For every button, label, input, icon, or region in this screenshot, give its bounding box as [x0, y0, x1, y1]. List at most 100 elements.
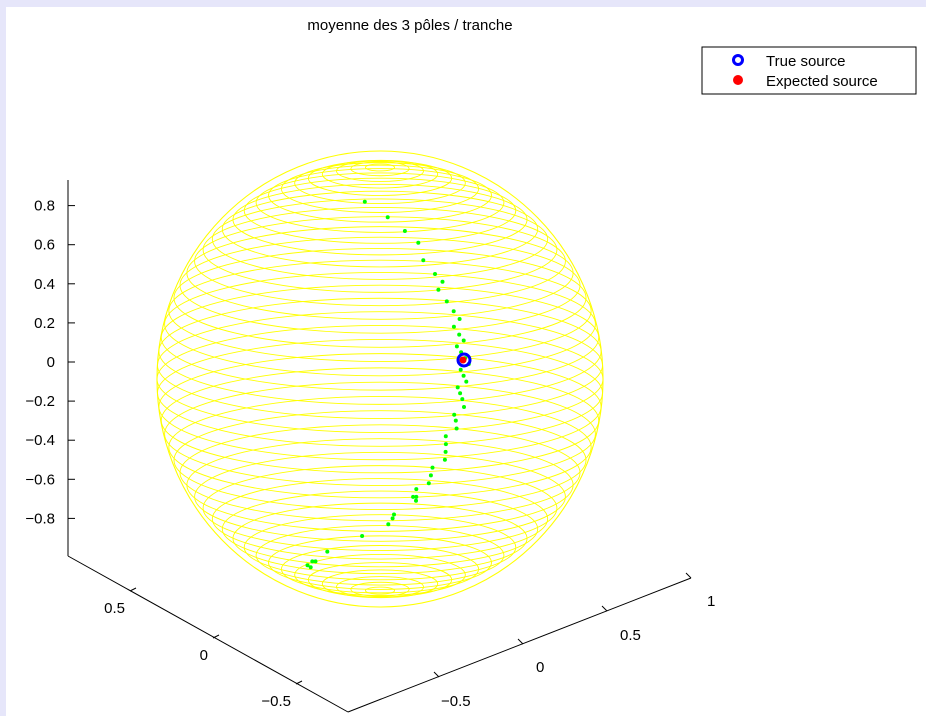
- legend-expected-source-label: Expected source: [766, 73, 878, 90]
- axes: [67, 180, 692, 713]
- trajectory-point: [457, 317, 462, 321]
- sphere-latitude-line: [243, 177, 517, 244]
- legend: True source Expected source: [701, 46, 917, 95]
- trajectory-point: [325, 549, 330, 554]
- sphere-latitude-line: [168, 259, 592, 362]
- sphere-latitude-line: [350, 581, 410, 597]
- sphere-latitude-line: [364, 586, 396, 595]
- trajectory-point: [452, 412, 457, 417]
- trajectory-point: [453, 418, 458, 423]
- trajectory-point: [444, 299, 449, 304]
- left-tick-label: 0: [200, 647, 208, 664]
- sphere-latitude-line: [160, 367, 600, 474]
- sphere-latitude-line: [364, 163, 396, 172]
- z-axis-ticks: 0.8 0.6 0.4 0.2 0 −0.2 −0.4 −0.6 −0.8: [25, 198, 75, 527]
- trajectory-point: [414, 498, 418, 503]
- trajectory-point: [411, 494, 416, 499]
- sphere-latitude-line: [164, 271, 596, 377]
- sphere-latitude-line: [211, 478, 549, 560]
- trajectory-point: [451, 309, 456, 314]
- trajectory-point: [392, 512, 396, 517]
- z-tick-label: 0.6: [34, 237, 55, 254]
- sphere-latitude-line: [268, 168, 492, 223]
- left-tick-mark: [295, 680, 303, 685]
- trajectory-point: [414, 494, 419, 499]
- trajectory-point: [443, 434, 448, 439]
- sphere-latitude-line: [321, 159, 439, 189]
- sphere-latitude-line: [160, 284, 600, 391]
- trajectory-point: [461, 373, 466, 378]
- sphere-latitude-line: [255, 172, 505, 233]
- sphere-latitude-line: [194, 216, 566, 307]
- left-tick-label: −0.5: [261, 693, 291, 710]
- trajectory-point: [458, 367, 463, 372]
- trajectory-point: [454, 426, 459, 431]
- sphere-latitude-line: [179, 424, 581, 522]
- source-markers: [456, 352, 472, 368]
- right-tick-mark: [601, 605, 608, 612]
- trajectory-point: [433, 272, 437, 276]
- trajectory-point: [416, 240, 421, 245]
- sphere-latitude-line: [179, 236, 581, 334]
- trajectory-point: [390, 516, 395, 521]
- z-tick-label: −0.2: [25, 393, 55, 410]
- sphere-latitude-line: [168, 396, 592, 499]
- true-source-marker: [456, 352, 472, 368]
- trajectory-points: [305, 199, 471, 570]
- right-tick-mark: [433, 671, 440, 678]
- sphere-latitude-line: [268, 535, 492, 590]
- trajectory-point: [428, 473, 433, 478]
- sphere-latitude-line: [350, 161, 410, 177]
- z-tick-label: −0.4: [25, 432, 55, 449]
- left-tick-label: 0.5: [104, 600, 125, 617]
- trajectory-point: [430, 465, 435, 470]
- right-tick-label: 0: [536, 659, 544, 676]
- z-tick-label: 0.8: [34, 198, 55, 215]
- legend-true-source-label: True source: [766, 53, 845, 70]
- trajectory-point: [436, 287, 441, 292]
- chart-title: moyenne des 3 pôles / tranche: [307, 17, 512, 34]
- trajectory-point: [464, 379, 469, 384]
- expected-source-marker: [459, 356, 467, 364]
- sphere-latitude-line: [173, 247, 587, 348]
- trajectory-point: [426, 481, 431, 486]
- trajectory-point: [360, 534, 365, 538]
- left-tick-mark: [129, 587, 137, 592]
- left-axis-line: [67, 555, 349, 713]
- trajectory-point: [402, 229, 407, 233]
- sphere-latitude-line: [202, 465, 558, 551]
- trajectory-point: [310, 559, 315, 564]
- trajectory-point: [421, 258, 426, 263]
- right-tick-label: 1: [707, 593, 715, 610]
- sphere-latitude-line: [211, 198, 549, 280]
- trajectory-point: [443, 442, 448, 447]
- trajectory-point: [362, 199, 367, 204]
- left-axis-ticks: 0.5 0 −0.5: [104, 587, 303, 710]
- trajectory-point: [457, 332, 462, 337]
- trajectory-point: [442, 457, 447, 462]
- legend-expected-source-icon: [733, 75, 743, 85]
- trajectory-point: [308, 565, 313, 570]
- trajectory-point: [385, 215, 390, 220]
- trajectory-point: [443, 449, 448, 454]
- sphere-latitude-line: [221, 490, 539, 568]
- sphere-latitude-line: [255, 525, 505, 586]
- trajectory-point: [458, 391, 463, 396]
- sphere-latitude-line: [232, 502, 528, 575]
- sphere-latitude-line: [294, 553, 466, 596]
- sphere-latitude-line: [243, 514, 517, 581]
- z-tick-label: 0.2: [34, 315, 55, 332]
- trajectory-point: [414, 487, 419, 492]
- left-tick-mark: [212, 634, 220, 639]
- sphere-latitude-line: [173, 410, 587, 511]
- sphere-latitude-line: [221, 190, 539, 268]
- sphere-latitude-line: [294, 162, 466, 205]
- sphere-latitude-line: [336, 576, 424, 598]
- trajectory-point: [440, 279, 445, 284]
- right-axis-line: [347, 577, 692, 713]
- trajectory-point: [455, 385, 460, 390]
- sphere-latitude-line: [186, 438, 574, 532]
- right-tick-label: −0.5: [441, 693, 471, 710]
- sphere-latitude-line: [164, 381, 596, 487]
